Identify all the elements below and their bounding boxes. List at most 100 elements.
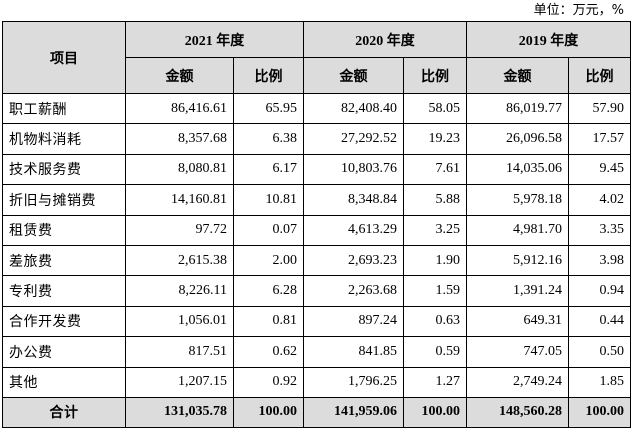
table-row: 差旅费 2,615.38 2.00 2,693.23 1.90 5,912.16…: [2, 244, 631, 277]
amount-2020: 1,796.25: [303, 366, 404, 398]
total-label: 合计: [2, 396, 126, 428]
amount-2019: 649.31: [466, 305, 569, 338]
amount-2019: 2,749.24: [466, 366, 569, 398]
amount-2021: 14,160.81: [125, 184, 234, 216]
header-row-years: 项目 2021 年度 2020 年度 2019 年度: [2, 21, 631, 94]
ratio-2020: 1.59: [403, 275, 467, 307]
ratio-2019: 3.98: [568, 244, 631, 277]
ratio-2020: 1.27: [403, 366, 467, 398]
ratio-2020: 7.61: [403, 153, 467, 186]
ratio-2020: 1.90: [403, 244, 467, 277]
total-ratio-2021: 100.00: [233, 396, 304, 428]
amount-2021: 8,080.81: [125, 153, 234, 186]
rd-expense-table: 项目 2021 年度 2020 年度 2019 年度 金额 比例 金额 比例 金…: [2, 21, 631, 428]
header-amount-2019: 金额: [466, 57, 569, 94]
amount-2019: 5,912.16: [466, 244, 569, 277]
ratio-2021: 0.07: [233, 214, 304, 246]
ratio-2020: 5.88: [403, 184, 467, 216]
ratio-2020: 0.63: [403, 305, 467, 338]
row-label: 差旅费: [2, 244, 126, 277]
ratio-2019: 57.90: [568, 92, 631, 125]
table-body: 职工薪酬 86,416.61 65.95 82,408.40 58.05 86,…: [2, 92, 631, 398]
ratio-2020: 58.05: [403, 92, 467, 125]
year-suffix: 年度: [550, 32, 579, 49]
total-ratio-2020: 100.00: [403, 396, 467, 428]
amount-2019: 4,981.70: [466, 214, 569, 246]
amount-2020: 897.24: [303, 305, 404, 338]
table-row: 其他 1,207.15 0.92 1,796.25 1.27 2,749.24 …: [2, 366, 631, 398]
ratio-2019: 17.57: [568, 123, 631, 155]
total-ratio-2019: 100.00: [568, 396, 631, 428]
row-label: 折旧与摊销费: [2, 184, 126, 216]
header-ratio-2019: 比例: [568, 57, 631, 94]
table-footer: 合计 131,035.78 100.00 141,959.06 100.00 1…: [2, 396, 631, 428]
row-label: 合作开发费: [2, 305, 126, 338]
amount-2019: 86,019.77: [466, 92, 569, 125]
amount-2020: 8,348.84: [303, 184, 404, 216]
header-ratio-2020: 比例: [403, 57, 467, 94]
total-amount-2020: 141,959.06: [303, 396, 404, 428]
ratio-2019: 0.94: [568, 275, 631, 307]
row-label: 其他: [2, 366, 126, 398]
year-suffix: 年度: [386, 32, 415, 49]
table-row: 专利费 8,226.11 6.28 2,263.68 1.59 1,391.24…: [2, 275, 631, 307]
ratio-2021: 0.62: [233, 336, 304, 368]
ratio-2021: 65.95: [233, 92, 304, 125]
year-number: 2021: [184, 33, 213, 49]
ratio-2020: 3.25: [403, 214, 467, 246]
total-amount-2021: 131,035.78: [125, 396, 234, 428]
total-amount-2019: 148,560.28: [466, 396, 569, 428]
unit-label: 单位：万元，%: [533, 3, 624, 18]
amount-2021: 8,357.68: [125, 123, 234, 155]
row-label: 机物料消耗: [2, 123, 126, 155]
ratio-2021: 10.81: [233, 184, 304, 216]
ratio-2021: 6.17: [233, 153, 304, 186]
table-row: 租赁费 97.72 0.07 4,613.29 3.25 4,981.70 3.…: [2, 214, 631, 246]
amount-2020: 2,693.23: [303, 244, 404, 277]
amount-2021: 1,207.15: [125, 366, 234, 398]
amount-2020: 27,292.52: [303, 123, 404, 155]
table-row: 职工薪酬 86,416.61 65.95 82,408.40 58.05 86,…: [2, 92, 631, 125]
table-row: 技术服务费 8,080.81 6.17 10,803.76 7.61 14,03…: [2, 153, 631, 186]
ratio-2019: 0.50: [568, 336, 631, 368]
header-year-2021: 2021 年度: [125, 21, 304, 58]
amount-2021: 1,056.01: [125, 305, 234, 338]
amount-2020: 2,263.68: [303, 275, 404, 307]
amount-2019: 747.05: [466, 336, 569, 368]
header-item: 项目: [2, 21, 126, 94]
header-ratio-2021: 比例: [233, 57, 304, 94]
ratio-2021: 2.00: [233, 244, 304, 277]
total-row: 合计 131,035.78 100.00 141,959.06 100.00 1…: [2, 396, 631, 428]
ratio-2021: 0.81: [233, 305, 304, 338]
row-label: 办公费: [2, 336, 126, 368]
header-year-2019: 2019 年度: [466, 21, 631, 58]
amount-2020: 4,613.29: [303, 214, 404, 246]
table-header: 项目 2021 年度 2020 年度 2019 年度 金额 比例 金额 比例 金…: [2, 21, 631, 94]
amount-2020: 10,803.76: [303, 153, 404, 186]
header-amount-2021: 金额: [125, 57, 234, 94]
ratio-2021: 6.28: [233, 275, 304, 307]
amount-2019: 5,978.18: [466, 184, 569, 216]
amount-2019: 1,391.24: [466, 275, 569, 307]
ratio-2019: 4.02: [568, 184, 631, 216]
amount-2021: 817.51: [125, 336, 234, 368]
row-label: 技术服务费: [2, 153, 126, 186]
header-year-2020: 2020 年度: [303, 21, 467, 58]
amount-2021: 8,226.11: [125, 275, 234, 307]
header-amount-2020: 金额: [303, 57, 404, 94]
ratio-2019: 9.45: [568, 153, 631, 186]
amount-2020: 82,408.40: [303, 92, 404, 125]
ratio-2019: 1.85: [568, 366, 631, 398]
ratio-2020: 0.59: [403, 336, 467, 368]
amount-2019: 26,096.58: [466, 123, 569, 155]
table-row: 折旧与摊销费 14,160.81 10.81 8,348.84 5.88 5,9…: [2, 184, 631, 216]
amount-2019: 14,035.06: [466, 153, 569, 186]
header-row-columns: 金额 比例 金额 比例 金额 比例: [3, 57, 631, 94]
year-number: 2020: [355, 33, 384, 49]
row-label: 职工薪酬: [2, 92, 126, 125]
table-row: 合作开发费 1,056.01 0.81 897.24 0.63 649.31 0…: [2, 305, 631, 338]
row-label: 专利费: [2, 275, 126, 307]
amount-2020: 841.85: [303, 336, 404, 368]
amount-2021: 97.72: [125, 214, 234, 246]
ratio-2020: 19.23: [403, 123, 467, 155]
